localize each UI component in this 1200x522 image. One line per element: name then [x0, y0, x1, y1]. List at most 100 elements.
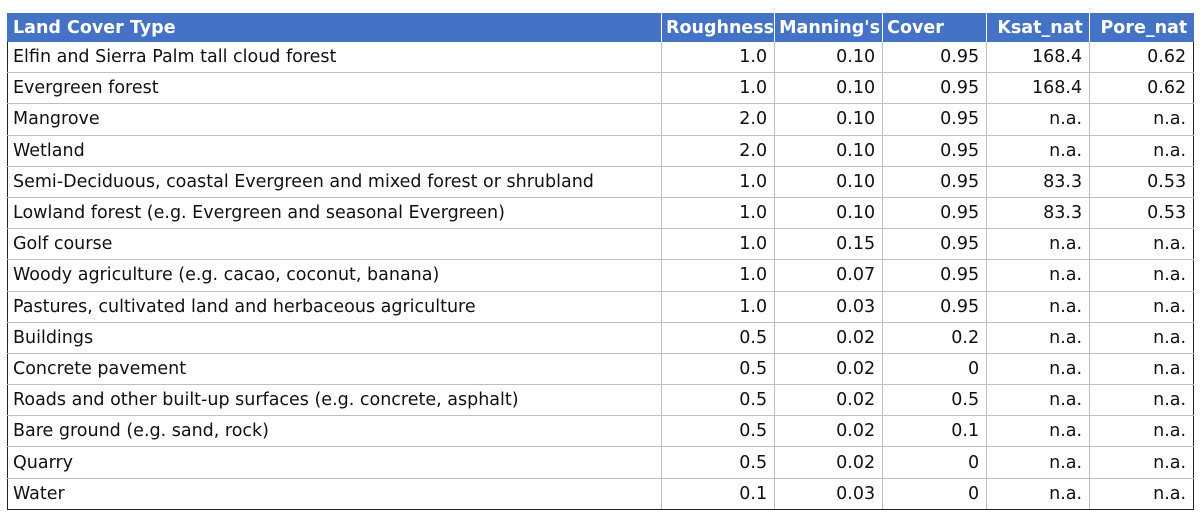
- cell-land-cover-type: Quarry: [7, 446, 662, 479]
- cell-land-cover-type: Mangrove: [7, 103, 662, 136]
- table-row: Roads and other built-up surfaces (e.g. …: [7, 384, 1195, 417]
- cell-roughness: 0.5: [660, 446, 775, 479]
- cell-mannings: 0.07: [774, 259, 883, 292]
- cell-roughness: 1.0: [660, 228, 775, 261]
- cell-cover: 0.95: [882, 135, 987, 167]
- cell-ksat-nat: n.a.: [986, 384, 1090, 417]
- table-row: Semi-Deciduous, coastal Evergreen and mi…: [7, 166, 1195, 198]
- cell-land-cover-type: Woody agriculture (e.g. cacao, coconut, …: [7, 259, 662, 292]
- cell-land-cover-type: Bare ground (e.g. sand, rock): [7, 415, 662, 448]
- cell-pore-nat: n.a.: [1089, 135, 1195, 167]
- cell-mannings: 0.10: [774, 135, 883, 167]
- cell-roughness: 2.0: [660, 135, 775, 167]
- cell-ksat-nat: 83.3: [986, 166, 1090, 198]
- cell-roughness: 2.0: [660, 103, 775, 136]
- cell-land-cover-type: Lowland forest (e.g. Evergreen and seaso…: [7, 197, 662, 230]
- cell-ksat-nat: n.a.: [986, 446, 1090, 479]
- cell-pore-nat: n.a.: [1089, 446, 1195, 479]
- cell-cover: 0.95: [882, 103, 987, 136]
- cell-land-cover-type: Buildings: [7, 322, 662, 354]
- land-cover-table: Land Cover Type Roughness Manning's Cove…: [7, 13, 1195, 510]
- cell-cover: 0.95: [882, 228, 987, 261]
- table-body: Elfin and Sierra Palm tall cloud forest 1…: [7, 42, 1195, 510]
- cell-roughness: 0.1: [660, 478, 775, 510]
- header-ksat-nat: Ksat_nat: [986, 13, 1090, 42]
- cell-roughness: 0.5: [660, 384, 775, 417]
- cell-ksat-nat: n.a.: [986, 353, 1090, 386]
- cell-cover: 0.95: [882, 72, 987, 105]
- cell-pore-nat: n.a.: [1089, 259, 1195, 292]
- cell-pore-nat: n.a.: [1089, 478, 1195, 510]
- cell-ksat-nat: n.a.: [986, 259, 1090, 292]
- cell-ksat-nat: n.a.: [986, 322, 1090, 354]
- cell-ksat-nat: n.a.: [986, 415, 1090, 448]
- header-land-cover-type: Land Cover Type: [7, 13, 662, 42]
- cell-pore-nat: 0.62: [1089, 42, 1195, 74]
- cell-roughness: 1.0: [660, 72, 775, 105]
- cell-roughness: 1.0: [660, 259, 775, 292]
- cell-cover: 0.95: [882, 197, 987, 230]
- cell-roughness: 1.0: [660, 197, 775, 230]
- cell-cover: 0: [882, 446, 987, 479]
- table-row: Elfin and Sierra Palm tall cloud forest 1…: [7, 42, 1195, 74]
- cell-land-cover-type: Wetland: [7, 135, 662, 167]
- cell-roughness: 0.5: [660, 322, 775, 354]
- cell-cover: 0.95: [882, 42, 987, 74]
- cell-mannings: 0.02: [774, 322, 883, 354]
- cell-ksat-nat: 168.4: [986, 42, 1090, 74]
- cell-pore-nat: n.a.: [1089, 353, 1195, 386]
- cell-ksat-nat: n.a.: [986, 291, 1090, 323]
- cell-cover: 0: [882, 353, 987, 386]
- cell-ksat-nat: 83.3: [986, 197, 1090, 230]
- cell-mannings: 0.10: [774, 72, 883, 105]
- cell-mannings: 0.02: [774, 353, 883, 386]
- cell-mannings: 0.10: [774, 166, 883, 198]
- cell-ksat-nat: 168.4: [986, 72, 1090, 105]
- cell-land-cover-type: Elfin and Sierra Palm tall cloud forest: [7, 42, 662, 74]
- cell-ksat-nat: n.a.: [986, 228, 1090, 261]
- table-row: Wetland 2.0 0.10 0.95 n.a. n.a.: [7, 135, 1195, 167]
- cell-ksat-nat: n.a.: [986, 135, 1090, 167]
- cell-roughness: 1.0: [660, 291, 775, 323]
- cell-pore-nat: n.a.: [1089, 103, 1195, 136]
- table-row: Water 0.1 0.03 0 n.a. n.a.: [7, 478, 1195, 510]
- cell-cover: 0.1: [882, 415, 987, 448]
- cell-mannings: 0.03: [774, 478, 883, 510]
- header-mannings: Manning's: [774, 13, 883, 42]
- cell-pore-nat: 0.53: [1089, 197, 1195, 230]
- cell-cover: 0.95: [882, 166, 987, 198]
- header-roughness: Roughness: [660, 13, 775, 42]
- cell-mannings: 0.10: [774, 103, 883, 136]
- table-row: Bare ground (e.g. sand, rock) 0.5 0.02 0.1 n…: [7, 415, 1195, 448]
- cell-mannings: 0.15: [774, 228, 883, 261]
- cell-cover: 0.5: [882, 384, 987, 417]
- table-row: Buildings 0.5 0.02 0.2 n.a. n.a.: [7, 322, 1195, 354]
- cell-land-cover-type: Semi-Deciduous, coastal Evergreen and mi…: [7, 166, 662, 198]
- cell-cover: 0.95: [882, 259, 987, 292]
- cell-mannings: 0.02: [774, 384, 883, 417]
- table-row: Quarry 0.5 0.02 0 n.a. n.a.: [7, 446, 1195, 479]
- cell-ksat-nat: n.a.: [986, 478, 1090, 510]
- cell-pore-nat: n.a.: [1089, 291, 1195, 323]
- cell-land-cover-type: Evergreen forest: [7, 72, 662, 105]
- cell-mannings: 0.03: [774, 291, 883, 323]
- cell-pore-nat: 0.62: [1089, 72, 1195, 105]
- cell-land-cover-type: Water: [7, 478, 662, 510]
- cell-roughness: 1.0: [660, 166, 775, 198]
- cell-ksat-nat: n.a.: [986, 103, 1090, 136]
- header-pore-nat: Pore_nat: [1089, 13, 1194, 42]
- cell-pore-nat: n.a.: [1089, 322, 1195, 354]
- cell-mannings: 0.02: [774, 415, 883, 448]
- cell-roughness: 0.5: [660, 353, 775, 386]
- cell-mannings: 0.10: [774, 197, 883, 230]
- cell-roughness: 1.0: [660, 42, 775, 74]
- cell-pore-nat: n.a.: [1089, 415, 1195, 448]
- table-row: Evergreen forest 1.0 0.10 0.95 168.4 0.62: [7, 72, 1195, 105]
- table-row: Golf course 1.0 0.15 0.95 n.a. n.a.: [7, 228, 1195, 261]
- cell-roughness: 0.5: [660, 415, 775, 448]
- table-row: Pastures, cultivated land and herbaceous…: [7, 291, 1195, 323]
- table-row: Lowland forest (e.g. Evergreen and seaso…: [7, 197, 1195, 230]
- cell-cover: 0.95: [882, 291, 987, 323]
- cell-land-cover-type: Pastures, cultivated land and herbaceous…: [7, 291, 662, 323]
- table-row: Mangrove 2.0 0.10 0.95 n.a. n.a.: [7, 103, 1195, 136]
